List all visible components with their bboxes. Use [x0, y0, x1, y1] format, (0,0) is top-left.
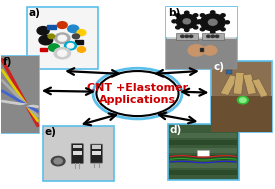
Circle shape: [64, 42, 76, 50]
Circle shape: [211, 31, 215, 34]
Bar: [92, 151, 101, 156]
Text: CNT +Elastomer: CNT +Elastomer: [87, 83, 188, 93]
Circle shape: [68, 25, 79, 33]
FancyBboxPatch shape: [221, 75, 238, 95]
Circle shape: [54, 158, 62, 164]
Bar: [1, 56, 39, 133]
Circle shape: [176, 14, 180, 17]
Circle shape: [196, 21, 200, 24]
Circle shape: [39, 35, 53, 45]
Text: Applications: Applications: [99, 95, 176, 105]
Bar: [197, 150, 209, 156]
Bar: [46, 25, 56, 29]
Bar: [200, 48, 204, 52]
Circle shape: [58, 50, 67, 56]
Bar: [226, 70, 232, 74]
FancyBboxPatch shape: [233, 72, 244, 94]
Circle shape: [237, 96, 248, 104]
Circle shape: [37, 27, 49, 35]
FancyBboxPatch shape: [90, 144, 103, 163]
Bar: [169, 148, 237, 153]
Circle shape: [183, 19, 190, 24]
Circle shape: [208, 19, 217, 25]
Circle shape: [240, 98, 246, 102]
Circle shape: [207, 35, 210, 37]
Bar: [202, 33, 224, 40]
Circle shape: [77, 47, 86, 52]
Bar: [211, 61, 272, 132]
Circle shape: [55, 33, 70, 43]
Bar: [169, 133, 237, 138]
Circle shape: [188, 45, 205, 56]
Circle shape: [193, 14, 198, 17]
Circle shape: [197, 20, 202, 23]
Circle shape: [185, 11, 189, 14]
Text: b): b): [168, 8, 180, 18]
Circle shape: [176, 26, 180, 29]
Bar: [27, 7, 98, 69]
Circle shape: [72, 34, 79, 39]
Circle shape: [176, 14, 197, 29]
Circle shape: [57, 22, 67, 29]
Circle shape: [211, 11, 215, 14]
Bar: [166, 7, 237, 69]
FancyBboxPatch shape: [71, 144, 83, 163]
Circle shape: [77, 30, 86, 36]
Circle shape: [203, 46, 217, 55]
FancyBboxPatch shape: [243, 74, 256, 94]
Ellipse shape: [93, 68, 182, 119]
Text: f): f): [2, 57, 12, 67]
Bar: [169, 170, 237, 175]
Bar: [176, 33, 198, 40]
Circle shape: [221, 28, 225, 31]
Circle shape: [200, 14, 225, 31]
Circle shape: [172, 20, 176, 23]
Circle shape: [211, 35, 215, 37]
Bar: [169, 163, 237, 168]
Circle shape: [189, 35, 193, 37]
Circle shape: [221, 14, 225, 17]
Ellipse shape: [97, 71, 178, 116]
Bar: [211, 96, 272, 132]
Circle shape: [185, 29, 189, 31]
Bar: [43, 126, 114, 181]
Bar: [169, 156, 237, 160]
Bar: [169, 140, 237, 145]
Bar: [73, 145, 82, 148]
Bar: [40, 48, 46, 51]
Bar: [166, 7, 237, 37]
Circle shape: [200, 14, 205, 17]
Circle shape: [193, 26, 198, 29]
Bar: [167, 124, 239, 180]
Text: e): e): [45, 127, 57, 137]
Text: d): d): [169, 125, 182, 135]
Circle shape: [225, 21, 229, 24]
Circle shape: [216, 35, 219, 37]
Circle shape: [54, 48, 70, 59]
Circle shape: [48, 34, 55, 39]
Circle shape: [181, 35, 184, 37]
Circle shape: [51, 156, 65, 166]
Bar: [75, 40, 83, 44]
Circle shape: [67, 43, 74, 48]
FancyBboxPatch shape: [252, 79, 268, 97]
Bar: [1, 56, 39, 133]
Bar: [166, 39, 237, 69]
Text: a): a): [28, 8, 40, 18]
Circle shape: [58, 35, 67, 41]
Bar: [73, 151, 82, 156]
Circle shape: [200, 28, 205, 31]
Bar: [92, 146, 101, 149]
Circle shape: [49, 44, 59, 51]
Circle shape: [185, 35, 188, 37]
Text: c): c): [213, 62, 224, 72]
